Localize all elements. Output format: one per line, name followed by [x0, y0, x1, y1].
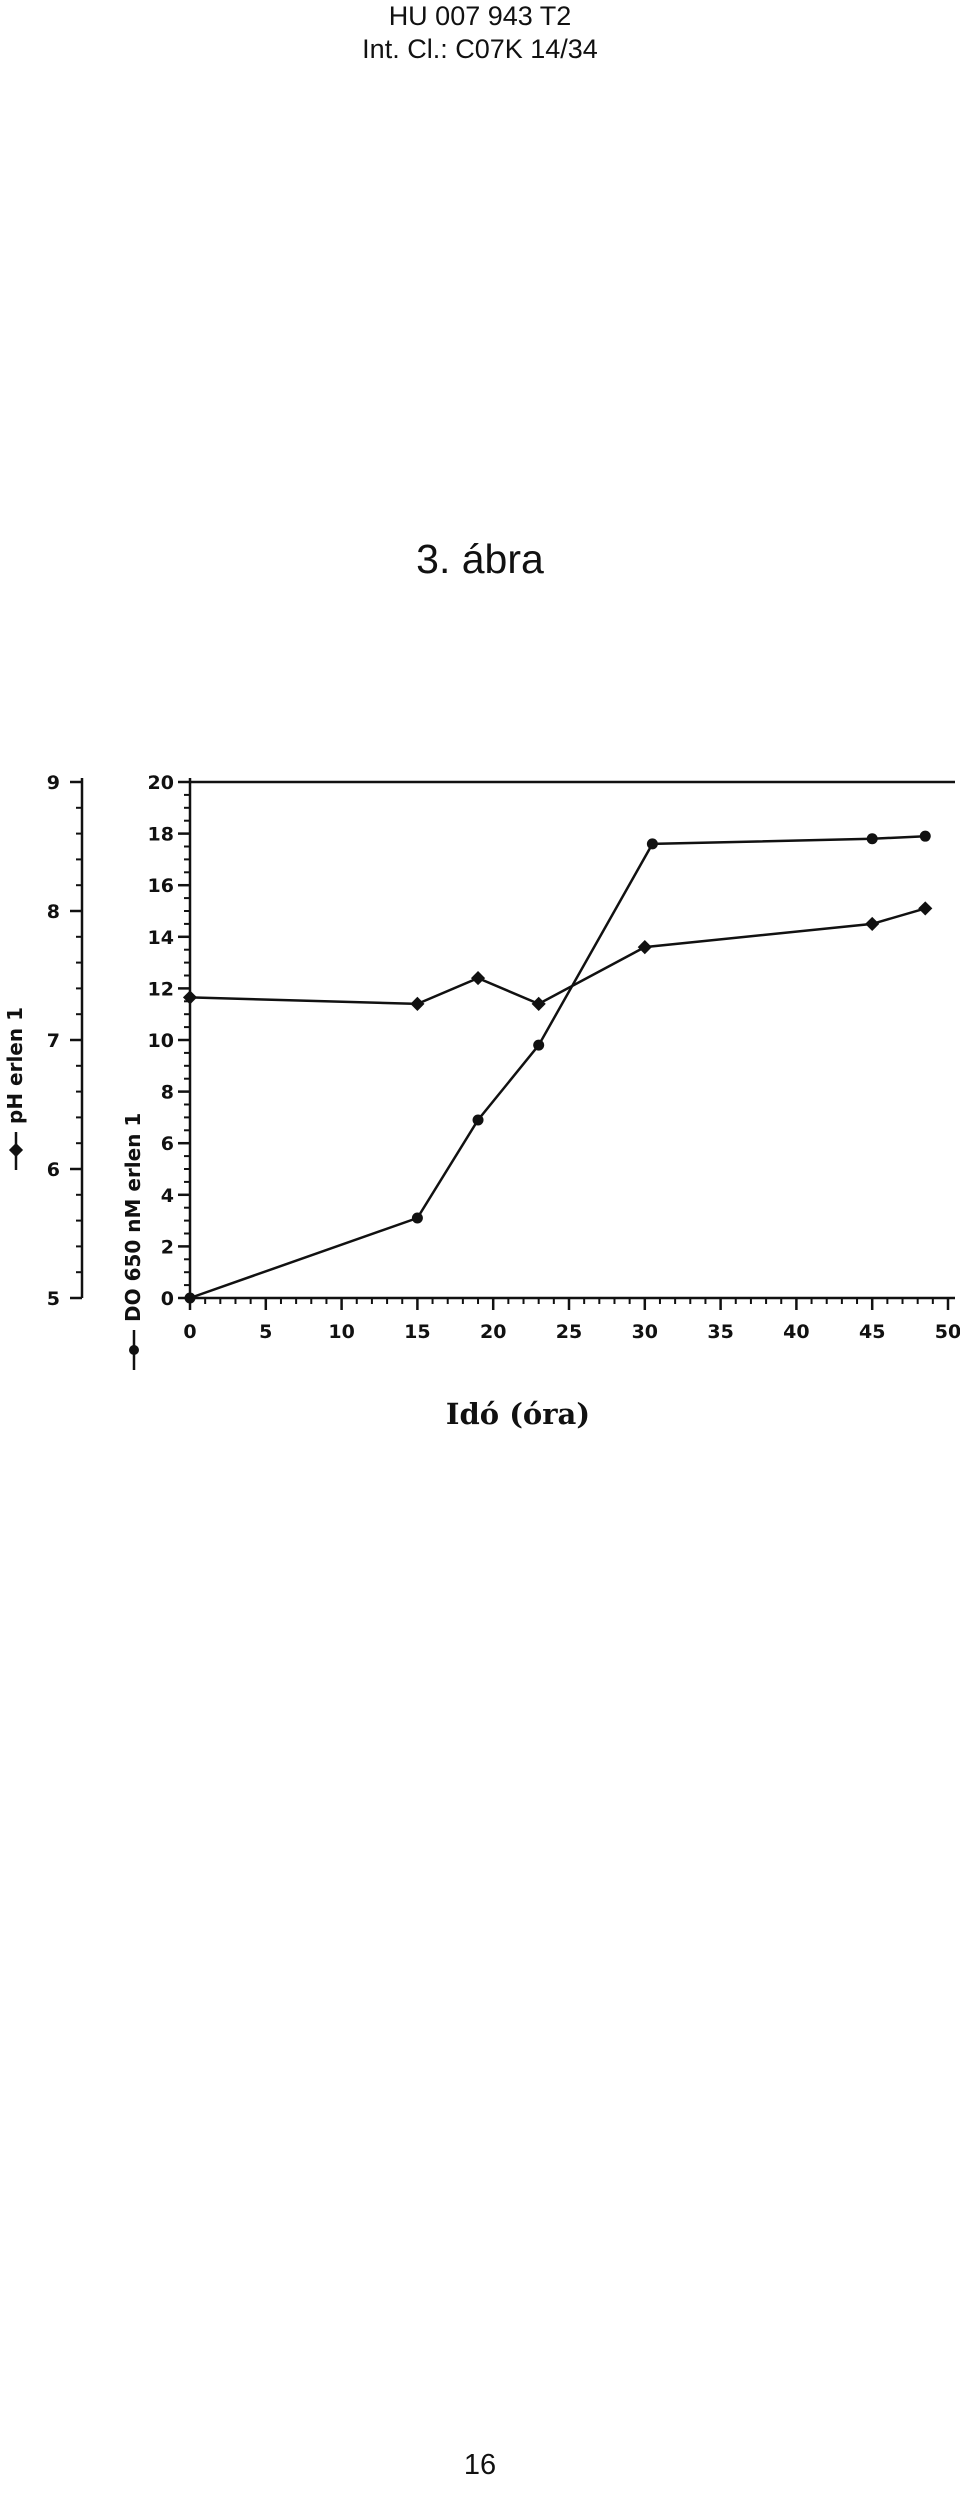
- document-header: HU 007 943 T2 Int. Cl.: C07K 14/34: [0, 0, 960, 66]
- ph-data-point: [470, 971, 486, 986]
- left-tick-label: 6: [47, 1159, 60, 1181]
- do-data-point: [646, 838, 658, 850]
- right-tick-label: 16: [148, 875, 174, 897]
- right-legend-circle: [129, 1345, 139, 1355]
- line-chart: 5 6 7 8 9 0 2 4 6 8 10 12 14 16 18 20 DO 650 nM erlen 1…: [3, 772, 960, 1431]
- x-tick-label: 40: [783, 1321, 809, 1343]
- x-tick-label: 50: [935, 1321, 960, 1343]
- left-axis-title: pH erlen 1: [3, 1007, 27, 1124]
- left-y-axis: 5 6 7 8 9: [47, 772, 84, 1310]
- right-tick-label: 14: [148, 927, 174, 949]
- x-tick-label: 30: [632, 1321, 658, 1343]
- x-tick-label: 45: [859, 1321, 885, 1343]
- ph-data-point: [637, 940, 652, 955]
- ph-data-point: [531, 996, 546, 1011]
- right-tick-label: 12: [148, 978, 174, 1000]
- do-data-point: [184, 1292, 196, 1304]
- y-axis-titles: pH erlen 1: [3, 1007, 27, 1170]
- x-tick-label: 0: [183, 1321, 196, 1343]
- ph-data-point: [182, 990, 198, 1005]
- left-tick-label: 9: [47, 772, 60, 794]
- right-tick-label: 4: [161, 1185, 174, 1207]
- x-tick-label: 25: [556, 1321, 582, 1343]
- right-tick-label: 20: [148, 772, 174, 794]
- x-tick-label: 10: [328, 1321, 354, 1343]
- right-axis-title-group: DO 650 nM erlen 1: [121, 1113, 145, 1370]
- series-layer: [182, 830, 933, 1304]
- right-tick-label: 0: [161, 1288, 174, 1310]
- right-tick-label: 10: [148, 1030, 174, 1052]
- right-tick-label: 18: [148, 824, 174, 846]
- right-tick-label: 6: [161, 1133, 174, 1155]
- left-tick-label: 5: [47, 1288, 60, 1310]
- left-legend-diamond: [8, 1142, 24, 1158]
- ph-data-point: [865, 916, 880, 931]
- right-tick-label: 2: [161, 1236, 174, 1258]
- x-tick-label: 20: [480, 1321, 506, 1343]
- left-tick-label: 7: [47, 1030, 60, 1052]
- left-tick-label: 8: [47, 901, 60, 923]
- x-tick-label: 5: [259, 1321, 272, 1343]
- do-series-line: [189, 834, 926, 1300]
- do-data-point: [919, 830, 931, 842]
- page-number: 16: [463, 2449, 497, 2481]
- do-data-point: [866, 833, 878, 845]
- ph-data-point: [410, 996, 425, 1011]
- classification: Int. Cl.: C07K 14/34: [362, 34, 598, 64]
- x-axis: 0 5 10 15 20 25 30 35 40 45 50 Idó (óra): [183, 1296, 960, 1431]
- right-axis-title: DO 650 nM erlen 1: [121, 1113, 145, 1322]
- right-y-axis: 0 2 4 6 8 10 12 14 16 18 20 DO 650 nM erlen 1: [121, 772, 955, 1370]
- right-tick-label: 8: [161, 1082, 174, 1104]
- ph-series-line: [189, 907, 926, 1006]
- x-axis-label: Idó (óra): [446, 1397, 590, 1431]
- x-tick-label: 35: [707, 1321, 733, 1343]
- figure-label: 3. ábra: [416, 536, 544, 582]
- x-tick-label: 15: [404, 1321, 430, 1343]
- do-data-point: [533, 1039, 545, 1051]
- patent-number: HU 007 943 T2: [388, 1, 572, 31]
- ph-data-point: [918, 901, 933, 916]
- left-axis-title-group: pH erlen 1: [3, 1007, 27, 1170]
- do-data-point: [472, 1114, 484, 1126]
- do-data-point: [411, 1212, 423, 1224]
